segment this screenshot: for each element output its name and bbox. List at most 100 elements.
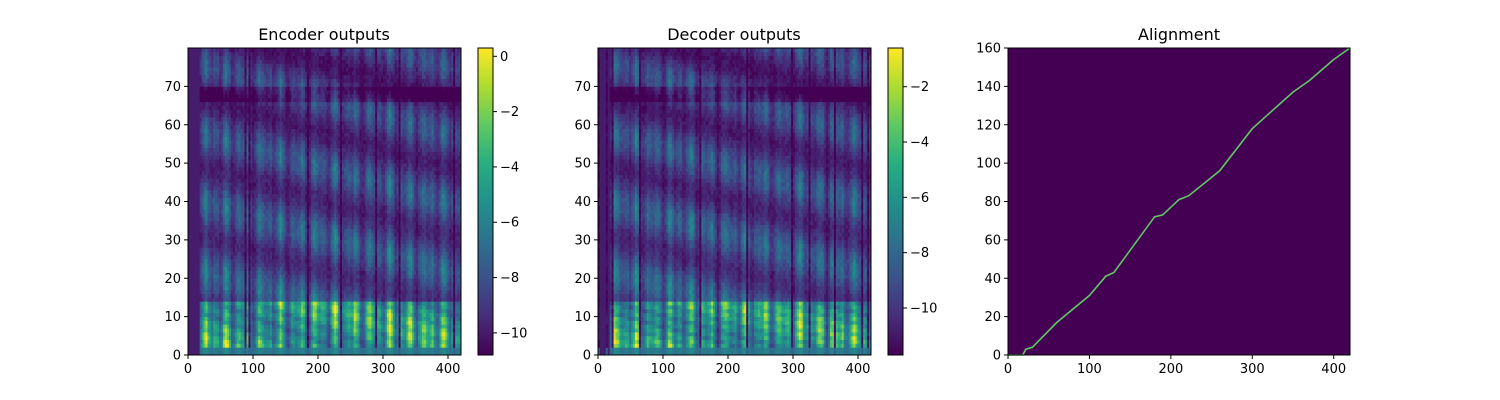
heatmap-cell — [289, 78, 292, 83]
heatmap-cell — [193, 220, 197, 225]
heatmap-cell — [203, 94, 206, 99]
heatmap-cell — [285, 335, 288, 341]
heatmap-cell — [273, 63, 277, 68]
heatmap-cell — [252, 266, 255, 271]
heatmap-cell — [252, 216, 255, 222]
heatmap-cell — [217, 224, 220, 229]
heatmap-cell — [242, 232, 245, 237]
heatmap-cell — [271, 109, 275, 114]
heatmap-cell — [279, 285, 282, 291]
heatmap-cell — [223, 216, 226, 222]
heatmap-cell — [254, 243, 257, 248]
heatmap-cell — [269, 186, 273, 191]
heatmap-cell — [232, 216, 236, 222]
heatmap-cell — [217, 339, 220, 344]
heatmap-cell — [213, 59, 216, 64]
heatmap-cell — [221, 293, 224, 298]
heatmap-cell — [227, 67, 230, 72]
heatmap-cell — [189, 197, 193, 202]
heatmap-cell — [264, 224, 267, 229]
heatmap-cell — [189, 147, 193, 153]
heatmap-cell — [260, 213, 263, 218]
heatmap-cell — [215, 163, 218, 168]
heatmap-cell — [248, 224, 251, 229]
heatmap-cell — [250, 151, 253, 156]
heatmap-cell — [230, 316, 234, 321]
heatmap-cell — [240, 293, 243, 298]
heatmap-cell — [236, 182, 240, 187]
heatmap-cell — [281, 262, 284, 268]
heatmap-cell — [246, 228, 249, 233]
heatmap-cell — [246, 120, 249, 126]
heatmap-cell — [271, 143, 275, 149]
heatmap-cell — [227, 90, 230, 95]
heatmap-cell — [205, 170, 208, 176]
heatmap-cell — [227, 259, 230, 264]
heatmap-cell — [227, 186, 230, 191]
heatmap-cell — [230, 247, 234, 252]
heatmap-cell — [283, 170, 286, 176]
heatmap-cell — [207, 347, 210, 352]
heatmap-cell — [225, 305, 228, 310]
heatmap-cell — [199, 270, 203, 275]
heatmap-cell — [279, 86, 282, 91]
heatmap-cell — [188, 159, 191, 164]
heatmap-cell — [260, 232, 263, 237]
heatmap-cell — [217, 201, 220, 206]
heatmap-cell — [244, 255, 247, 260]
heatmap-cell — [252, 48, 255, 53]
heatmap-cell — [264, 94, 267, 99]
heatmap-cell — [260, 78, 263, 83]
heatmap-cell — [215, 109, 218, 114]
heatmap-cell — [230, 243, 234, 248]
heatmap-cell — [236, 328, 240, 333]
heatmap-cell — [271, 308, 275, 314]
heatmap-cell — [285, 328, 288, 333]
heatmap-cell — [283, 216, 286, 222]
heatmap-cell — [221, 197, 224, 202]
heatmap-cell — [215, 197, 218, 202]
heatmap-cell — [217, 189, 220, 195]
heatmap-cell — [252, 113, 255, 118]
heatmap-cell — [203, 205, 206, 210]
heatmap-cell — [266, 351, 269, 356]
heatmap-cell — [193, 335, 197, 341]
heatmap-cell — [246, 343, 249, 348]
heatmap-cell — [283, 278, 286, 283]
heatmap-cell — [269, 197, 273, 202]
heatmap-cell — [195, 228, 199, 233]
heatmap-cell — [262, 71, 265, 76]
heatmap-cell — [211, 71, 214, 76]
heatmap-cell — [203, 266, 206, 271]
heatmap-cell — [234, 197, 238, 202]
heatmap-cell — [273, 339, 277, 344]
heatmap-cell — [279, 178, 282, 183]
heatmap-cell — [248, 205, 251, 210]
heatmap-cell — [205, 86, 208, 91]
heatmap-cell — [281, 74, 284, 80]
heatmap-cell — [191, 220, 195, 225]
heatmap-cell — [211, 278, 214, 283]
heatmap-cell — [209, 155, 212, 160]
heatmap-cell — [264, 247, 267, 252]
heatmap-cell — [232, 140, 236, 145]
heatmap-cell — [252, 132, 255, 137]
heatmap-cell — [287, 193, 290, 199]
heatmap-cell — [221, 239, 224, 245]
heatmap-cell — [277, 147, 281, 153]
heatmap-cell — [267, 86, 271, 91]
heatmap-cell — [217, 182, 220, 187]
heatmap-cell — [262, 74, 265, 80]
heatmap-cell — [258, 128, 261, 133]
heatmap-cell — [285, 251, 288, 256]
heatmap-cell — [238, 236, 242, 241]
heatmap-cell — [195, 59, 199, 64]
heatmap-cell — [230, 255, 234, 260]
heatmap-cell — [246, 243, 249, 248]
heatmap-cell — [264, 120, 267, 126]
heatmap-cell — [236, 124, 240, 129]
heatmap-cell — [215, 297, 218, 302]
heatmap-cell — [213, 301, 216, 306]
heatmap-cell — [201, 182, 204, 187]
heatmap-cell — [217, 205, 220, 210]
